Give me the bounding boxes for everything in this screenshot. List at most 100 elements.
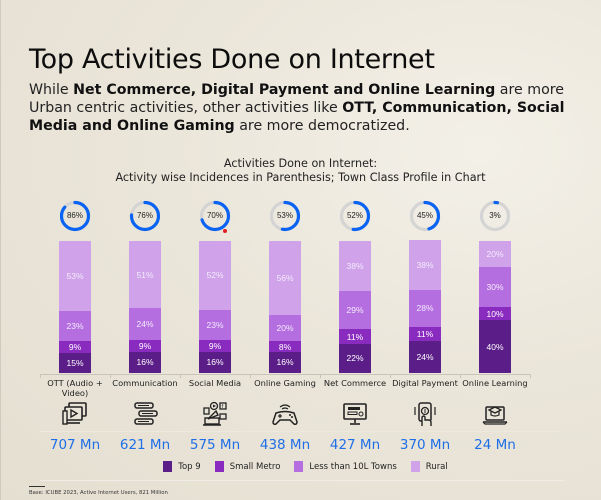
- segment-top9: 40%: [479, 320, 511, 373]
- footnote: Base: ICUBE 2023, Active Internet Users,…: [29, 490, 168, 496]
- icon-divider: [40, 431, 560, 432]
- axis-tick: [250, 374, 251, 378]
- segment-small-metro: 9%: [59, 341, 91, 354]
- incidence-value: 45%: [416, 211, 433, 220]
- users-total: 621 Mn: [119, 437, 171, 453]
- computer-shopping-icon: [340, 401, 370, 427]
- segment-small-metro: 11%: [339, 329, 371, 344]
- segment-less-than-10l-towns: 20%: [269, 314, 301, 342]
- segment-rural: 38%: [339, 241, 371, 292]
- chat-bubbles-icon: [130, 401, 160, 427]
- category-label: Net Commerce: [323, 378, 387, 388]
- segment-small-metro: 9%: [199, 340, 231, 352]
- bar-ott-audio-video: 15% 9% 23% 53%: [59, 241, 91, 373]
- users-total: 24 Mn: [474, 437, 516, 453]
- segment-value: 16%: [136, 357, 154, 368]
- users-total: 707 Mn: [49, 437, 101, 453]
- segment-value: 20%: [276, 323, 294, 334]
- legend-item-small-metro: Small Metro: [214, 461, 280, 472]
- legend-item-top9: Top 9: [163, 461, 201, 472]
- legend-label: Top 9: [178, 461, 201, 472]
- game-controller-icon: [270, 401, 300, 427]
- segment-value: 9%: [68, 342, 82, 353]
- mobile-payment-icon: [410, 401, 440, 427]
- segment-value: 51%: [136, 269, 154, 280]
- incidence-ring-net-commerce: 52%: [338, 199, 372, 233]
- marker-dot: [223, 229, 227, 233]
- laptop-graduation-icon: [480, 401, 510, 427]
- incidence-ring-ott-audio-video: 86%: [58, 199, 92, 233]
- segment-value: 40%: [486, 341, 504, 352]
- bar-digital-payment: 24% 11% 28% 38%: [409, 239, 441, 373]
- incidence-value: 76%: [136, 211, 153, 220]
- bar-online-learning: 40% 10% 30% 20%: [479, 241, 511, 373]
- segment-value: 24%: [416, 352, 434, 363]
- users-total: 427 Mn: [329, 437, 381, 453]
- segment-rural: 20%: [479, 241, 511, 268]
- segment-value: 11%: [346, 331, 364, 342]
- segment-top9: 24%: [409, 341, 441, 373]
- chart-title: Activities Done on Internet: Activity wi…: [0, 157, 601, 185]
- subtitle-text: are more Urban centric activities, other…: [29, 82, 565, 116]
- incidence-value: 86%: [66, 211, 83, 220]
- segment-value: 16%: [206, 357, 224, 368]
- category-label: Digital Payment: [392, 378, 458, 388]
- social-media-megaphone-icon: f: [200, 401, 230, 427]
- incidence-value: 53%: [276, 211, 293, 220]
- segment-value: 53%: [66, 270, 84, 281]
- subtitle-text: While: [29, 82, 74, 98]
- chart-title-line1: Activities Done on Internet:: [223, 157, 378, 170]
- segment-value: 38%: [346, 261, 364, 272]
- segment-less-than-10l-towns: 23%: [199, 309, 231, 340]
- axis-tick: [460, 374, 461, 378]
- segment-value: 38%: [416, 259, 434, 270]
- axis-tick: [530, 374, 531, 378]
- segment-rural: 51%: [129, 241, 161, 309]
- legend-swatch: [214, 461, 224, 472]
- segment-less-than-10l-towns: 23%: [59, 310, 91, 342]
- donut-icon: [199, 200, 231, 232]
- axis-tick: [40, 374, 41, 378]
- segment-value: 11%: [416, 329, 434, 340]
- legend-swatch: [163, 461, 173, 472]
- segment-top9: 15%: [59, 353, 91, 373]
- users-total: 438 Mn: [259, 437, 311, 453]
- segment-value: 23%: [66, 321, 84, 332]
- incidence-ring-communication: 76%: [128, 199, 162, 233]
- axis-tick: [390, 374, 391, 378]
- segment-small-metro: 9%: [129, 340, 161, 352]
- incidence-value: 3%: [489, 211, 501, 220]
- incidence-ring-digital-payment: 45%: [408, 199, 442, 233]
- segment-value: 30%: [486, 282, 504, 293]
- segment-value: 16%: [276, 357, 294, 368]
- segment-small-metro: 8%: [269, 341, 301, 352]
- subtitle-text: are more democratized.: [234, 118, 410, 134]
- segment-value: 52%: [206, 270, 224, 281]
- x-axis: [40, 374, 530, 375]
- legend-item-less-than-10l-towns: Less than 10L Towns: [294, 461, 397, 472]
- segment-less-than-10l-towns: 28%: [409, 289, 441, 327]
- incidence-ring-social-media: 70%: [198, 199, 232, 233]
- donut-icon: [129, 200, 161, 232]
- category-label: OTT (Audio + Video): [47, 378, 103, 398]
- page-title: Top Activities Done on Internet: [29, 44, 435, 75]
- legend-swatch: [294, 461, 304, 472]
- segment-rural: 56%: [269, 241, 301, 315]
- svg-text:f: f: [222, 404, 224, 410]
- segment-less-than-10l-towns: 24%: [129, 308, 161, 340]
- footnote-rule: [29, 486, 45, 487]
- segment-less-than-10l-towns: 30%: [479, 267, 511, 307]
- legend-label: Less than 10L Towns: [309, 461, 397, 472]
- chart-title-line2: Activity wise Incidences in Parenthesis;…: [115, 171, 486, 184]
- page-subtitle: While Net Commerce, Digital Payment and …: [29, 81, 589, 135]
- bar-communication: 16% 9% 24% 51%: [129, 241, 161, 373]
- segment-value: 22%: [346, 353, 364, 364]
- donut-icon: [479, 200, 511, 232]
- segment-value: 10%: [486, 308, 504, 319]
- segment-rural: 38%: [409, 239, 441, 290]
- segment-rural: 53%: [59, 241, 91, 311]
- axis-tick: [110, 374, 111, 378]
- category-label: Online Gaming: [254, 378, 316, 388]
- segment-value: 28%: [416, 303, 434, 314]
- segment-value: 9%: [208, 340, 222, 351]
